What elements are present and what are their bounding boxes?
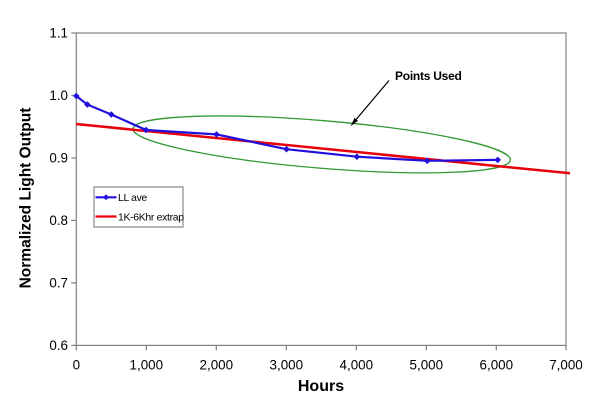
svg-text:0.9: 0.9 <box>49 151 68 166</box>
svg-text:1K-6Khr extrap: 1K-6Khr extrap <box>118 212 184 223</box>
svg-text:Points Used: Points Used <box>395 69 462 83</box>
svg-text:5,000: 5,000 <box>410 357 444 372</box>
svg-text:3,000: 3,000 <box>270 357 304 372</box>
svg-text:1.1: 1.1 <box>49 26 68 41</box>
svg-text:0.6: 0.6 <box>49 338 68 353</box>
svg-text:7,000: 7,000 <box>549 357 583 372</box>
svg-text:1,000: 1,000 <box>130 357 164 372</box>
svg-text:LL ave: LL ave <box>118 193 148 204</box>
svg-text:6,000: 6,000 <box>480 357 514 372</box>
svg-text:1.0: 1.0 <box>49 88 68 103</box>
svg-text:Normalized Light Output: Normalized Light Output <box>18 108 35 289</box>
svg-text:Hours: Hours <box>298 378 344 395</box>
svg-text:0.8: 0.8 <box>49 213 68 228</box>
svg-text:4,000: 4,000 <box>340 357 374 372</box>
svg-text:2,000: 2,000 <box>200 357 234 372</box>
svg-text:0.7: 0.7 <box>49 276 68 291</box>
svg-text:0: 0 <box>73 357 80 372</box>
